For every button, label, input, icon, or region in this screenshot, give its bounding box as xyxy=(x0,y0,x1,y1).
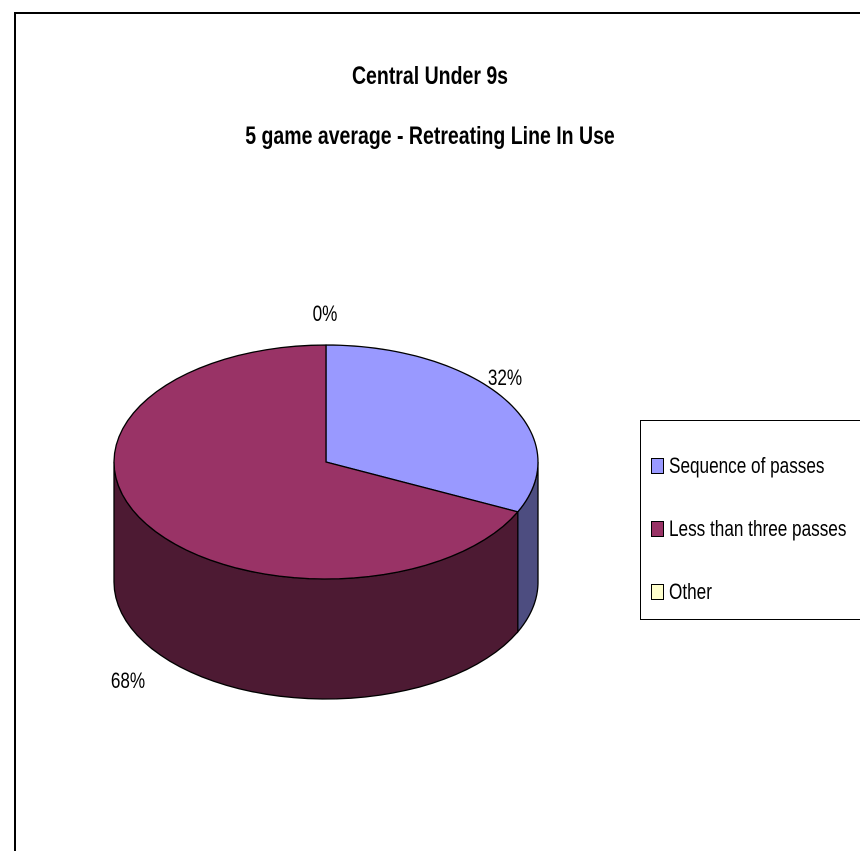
legend-label-other: Other xyxy=(669,579,712,604)
data-label-other: 0% xyxy=(313,302,338,327)
legend-item-sequence-of-passes: Sequence of passes xyxy=(651,453,860,479)
pie-slice-sequence-of-passes xyxy=(325,344,539,513)
data-label-less-than-three-passes: 68% xyxy=(111,669,145,694)
pie-slice-less-than-three-passes xyxy=(113,344,520,580)
chart-subtitle: 5 game average - Retreating Line In Use xyxy=(245,122,615,150)
data-label-sequence-of-passes: 32% xyxy=(488,366,522,391)
chart-frame xyxy=(14,12,860,851)
chart-legend: Sequence of passes Less than three passe… xyxy=(640,420,860,620)
legend-label-less-than-three-passes: Less than three passes xyxy=(669,516,847,541)
legend-swatch-less-than-three-passes xyxy=(651,521,664,537)
chart-title: Central Under 9s xyxy=(351,62,509,90)
legend-swatch-sequence-of-passes xyxy=(651,458,664,474)
legend-swatch-other xyxy=(651,584,664,600)
legend-item-other: Other xyxy=(651,579,724,605)
legend-label-sequence-of-passes: Sequence of passes xyxy=(669,453,825,478)
legend-item-less-than-three-passes: Less than three passes xyxy=(651,516,860,542)
